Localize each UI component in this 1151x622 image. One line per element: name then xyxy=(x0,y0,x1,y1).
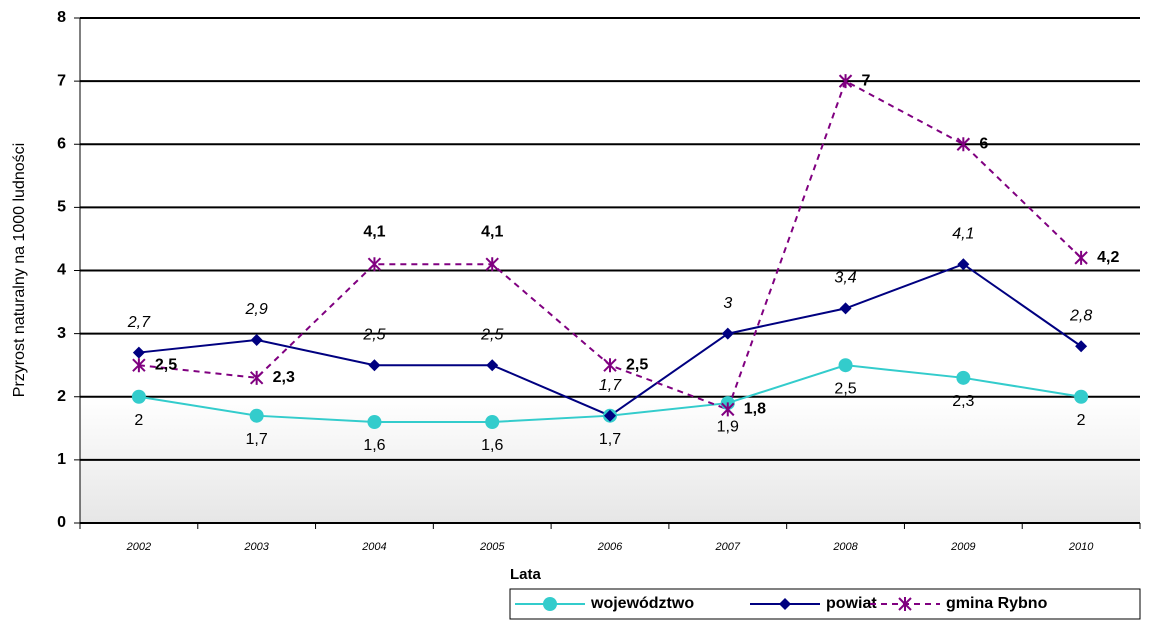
data-point xyxy=(956,137,971,152)
x-tick-label: 2009 xyxy=(950,541,975,553)
data-point xyxy=(839,302,852,315)
y-tick-label: 4 xyxy=(57,262,66,279)
data-label: 2,9 xyxy=(245,301,268,318)
x-tick-label: 2008 xyxy=(832,541,858,553)
x-tick-label: 2002 xyxy=(126,541,151,553)
data-point xyxy=(838,74,853,89)
data-point xyxy=(1074,389,1089,404)
data-label: 4,1 xyxy=(481,223,503,240)
data-label: 2,5 xyxy=(480,326,503,343)
data-point xyxy=(1075,340,1088,353)
legend-label: powiat xyxy=(826,595,877,612)
legend-box xyxy=(509,588,1141,620)
data-label: 2,8 xyxy=(1069,307,1092,324)
y-tick-label: 2 xyxy=(57,388,66,405)
data-label: 4,1 xyxy=(363,223,385,240)
legend-marker xyxy=(543,597,557,611)
legend-marker xyxy=(898,597,912,611)
data-label: 7 xyxy=(862,72,871,89)
data-label: 2,3 xyxy=(273,369,295,386)
data-point xyxy=(132,358,146,373)
data-label: 4,1 xyxy=(952,225,974,242)
data-label: 1,6 xyxy=(481,437,503,454)
x-tick-label: 2003 xyxy=(243,541,269,553)
y-axis-title: Przyrost naturalny na 1000 ludności xyxy=(11,143,28,397)
data-point xyxy=(603,358,617,373)
data-point xyxy=(485,257,499,272)
data-point xyxy=(249,370,264,385)
legend-label: województwo xyxy=(590,595,694,612)
data-label: 4,2 xyxy=(1097,249,1119,266)
data-point xyxy=(368,359,381,372)
x-tick-label: 2006 xyxy=(597,541,623,553)
y-tick-label: 3 xyxy=(57,325,66,342)
data-label: 1,7 xyxy=(246,431,268,448)
data-point xyxy=(250,333,263,346)
data-label: 1,6 xyxy=(363,437,385,454)
x-tick-label: 2007 xyxy=(715,541,741,553)
data-point xyxy=(838,358,853,373)
data-label: 1,8 xyxy=(744,401,766,418)
data-point xyxy=(367,257,382,272)
data-label: 1,9 xyxy=(717,418,739,435)
data-label: 2 xyxy=(1077,412,1086,429)
y-tick-label: 5 xyxy=(57,199,66,216)
data-point xyxy=(132,346,145,359)
legend-label: gmina Rybno xyxy=(946,595,1048,612)
data-point xyxy=(485,415,500,429)
data-label: 2,7 xyxy=(127,314,151,331)
y-tick-label: 8 xyxy=(57,9,66,26)
x-tick-label: 2010 xyxy=(1068,541,1094,553)
x-tick-label: 2005 xyxy=(479,541,505,553)
y-tick-label: 1 xyxy=(57,451,66,468)
data-label: 2,5 xyxy=(626,356,648,373)
data-label: 6 xyxy=(979,135,988,152)
data-point xyxy=(249,408,264,423)
data-label: 2,5 xyxy=(834,380,856,397)
data-label: 3,4 xyxy=(834,270,856,287)
data-point xyxy=(604,409,616,422)
data-point xyxy=(721,327,734,340)
legend-marker xyxy=(779,598,791,610)
y-tick-label: 0 xyxy=(57,514,66,531)
data-label: 2 xyxy=(134,412,143,429)
y-tick-label: 7 xyxy=(57,72,66,89)
data-label: 1,7 xyxy=(599,377,622,394)
data-point xyxy=(1074,250,1088,265)
y-tick-label: 6 xyxy=(57,135,66,152)
data-label: 2,5 xyxy=(362,326,385,343)
data-label: 1,7 xyxy=(599,431,621,448)
data-label: 2,5 xyxy=(155,356,177,373)
data-point xyxy=(367,415,382,429)
data-point xyxy=(957,258,970,271)
data-label: 2,3 xyxy=(952,393,974,410)
x-axis-title: Lata xyxy=(510,566,542,583)
data-point xyxy=(486,359,499,372)
x-tick-label: 2004 xyxy=(361,541,386,553)
data-label: 3 xyxy=(723,295,732,312)
data-point xyxy=(956,370,971,385)
data-point xyxy=(721,402,735,417)
data-point xyxy=(131,389,146,404)
